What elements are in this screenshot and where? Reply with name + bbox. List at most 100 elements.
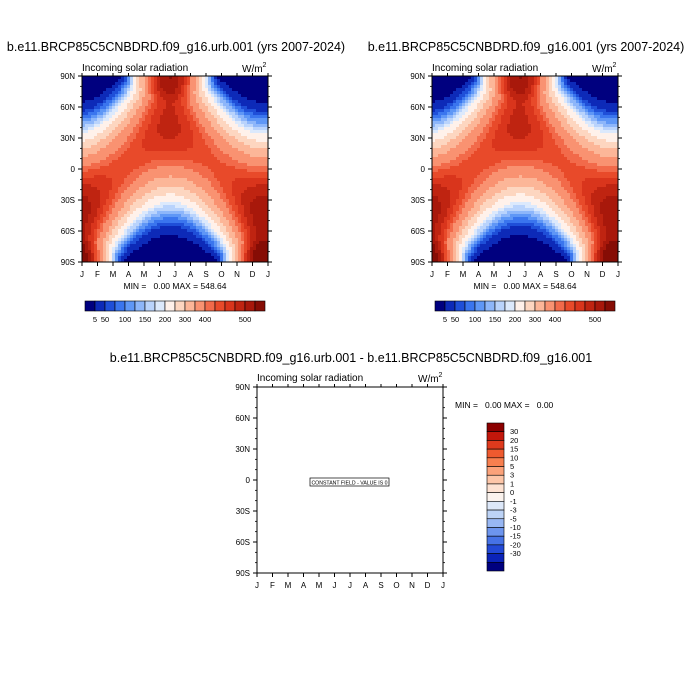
- heatmap-cell: [124, 169, 128, 173]
- heatmap-cell: [178, 178, 182, 182]
- heatmap-cell: [175, 190, 179, 194]
- heatmap-cell: [94, 142, 98, 146]
- heatmap-cell: [441, 223, 445, 227]
- heatmap-cell: [462, 178, 466, 182]
- heatmap-cell: [253, 247, 257, 251]
- heatmap-cell: [181, 226, 185, 230]
- heatmap-cell: [259, 187, 263, 191]
- heatmap-cell: [88, 229, 92, 233]
- heatmap-cell: [432, 175, 436, 179]
- heatmap-cell: [459, 169, 463, 173]
- heatmap-cell: [169, 136, 173, 140]
- heatmap-cell: [468, 244, 472, 248]
- heatmap-cell: [196, 121, 200, 125]
- heatmap-cell: [124, 211, 128, 215]
- heatmap-cell: [94, 238, 98, 242]
- heatmap-cell: [157, 118, 161, 122]
- heatmap-cell: [447, 100, 451, 104]
- heatmap-cell: [211, 169, 215, 173]
- heatmap-cell: [82, 202, 86, 206]
- heatmap-cell: [480, 139, 484, 143]
- heatmap-cell: [121, 163, 125, 167]
- heatmap-cell: [441, 154, 445, 158]
- heatmap-cell: [148, 226, 152, 230]
- heatmap-cell: [235, 256, 239, 260]
- heatmap-cell: [112, 94, 116, 98]
- heatmap-cell: [196, 115, 200, 119]
- heatmap-cell: [91, 157, 95, 161]
- heatmap-cell: [181, 160, 185, 164]
- heatmap-cell: [229, 205, 233, 209]
- heatmap-cell: [142, 199, 146, 203]
- heatmap-cell: [432, 91, 436, 95]
- heatmap-cell: [112, 130, 116, 134]
- heatmap-cell: [453, 169, 457, 173]
- heatmap-cell: [202, 139, 206, 143]
- heatmap-cell: [432, 181, 436, 185]
- heatmap-cell: [109, 214, 113, 218]
- heatmap-cell: [151, 139, 155, 143]
- heatmap-cell: [226, 79, 230, 83]
- heatmap-cell: [444, 199, 448, 203]
- heatmap-cell: [157, 79, 161, 83]
- heatmap-cell: [151, 112, 155, 116]
- heatmap-cell: [106, 145, 110, 149]
- heatmap-cell: [151, 121, 155, 125]
- heatmap-cell: [217, 187, 221, 191]
- heatmap-cell: [103, 205, 107, 209]
- heatmap-cell: [115, 193, 119, 197]
- heatmap-cell: [441, 94, 445, 98]
- heatmap-cell: [136, 256, 140, 260]
- heatmap-cell: [121, 91, 125, 95]
- heatmap-cell: [193, 235, 197, 239]
- heatmap-cell: [250, 253, 254, 257]
- heatmap-cell: [232, 157, 236, 161]
- heatmap-cell: [118, 208, 122, 212]
- heatmap-cell: [265, 232, 269, 236]
- heatmap-cell: [142, 115, 146, 119]
- heatmap-cell: [112, 154, 116, 158]
- heatmap-cell: [205, 139, 209, 143]
- heatmap-cell: [97, 151, 101, 155]
- heatmap-cell: [459, 232, 463, 236]
- heatmap-cell: [190, 244, 194, 248]
- heatmap-cell: [474, 109, 478, 113]
- heatmap-cell: [88, 148, 92, 152]
- heatmap-cell: [202, 151, 206, 155]
- heatmap-cell: [462, 157, 466, 161]
- heatmap-cell: [97, 199, 101, 203]
- heatmap-cell: [124, 178, 128, 182]
- heatmap-cell: [139, 184, 143, 188]
- heatmap-cell: [217, 136, 221, 140]
- heatmap-cell: [82, 139, 86, 143]
- heatmap-cell: [157, 148, 161, 152]
- heatmap-cell: [148, 256, 152, 260]
- heatmap-cell: [471, 106, 475, 110]
- heatmap-cell: [214, 193, 218, 197]
- heatmap-cell: [208, 190, 212, 194]
- heatmap-cell: [468, 190, 472, 194]
- heatmap-cell: [265, 139, 269, 143]
- heatmap-cell: [160, 133, 164, 137]
- heatmap-cell: [199, 172, 203, 176]
- heatmap-cell: [184, 133, 188, 137]
- heatmap-cell: [82, 115, 86, 119]
- heatmap-cell: [172, 190, 176, 194]
- heatmap-cell: [169, 169, 173, 173]
- heatmap-cell: [112, 205, 116, 209]
- heatmap-cell: [477, 124, 481, 128]
- heatmap-cell: [193, 118, 197, 122]
- heatmap-cell: [166, 157, 170, 161]
- heatmap-cell: [169, 91, 173, 95]
- heatmap-cell: [241, 187, 245, 191]
- heatmap-cell: [115, 256, 119, 260]
- heatmap-cell: [447, 223, 451, 227]
- heatmap-cell: [229, 235, 233, 239]
- heatmap-cell: [133, 223, 137, 227]
- heatmap-cell: [441, 160, 445, 164]
- heatmap-cell: [238, 163, 242, 167]
- heatmap-cell: [97, 121, 101, 125]
- heatmap-cell: [229, 232, 233, 236]
- heatmap-cell: [178, 145, 182, 149]
- heatmap-cell: [160, 181, 164, 185]
